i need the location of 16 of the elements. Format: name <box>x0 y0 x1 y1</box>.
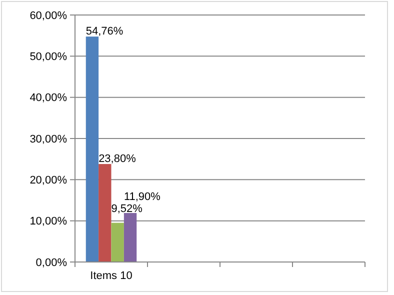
bar <box>86 36 99 262</box>
data-label: 11,90% <box>124 191 161 204</box>
bar <box>98 164 112 262</box>
y-tick-label: 20,00% <box>30 174 68 187</box>
y-tick-label: 30,00% <box>30 133 68 146</box>
data-label: 9,52% <box>111 202 143 215</box>
y-tick-label: 50,00% <box>30 51 68 64</box>
data-label: 54,76% <box>86 26 124 38</box>
data-label: 23,80% <box>98 153 136 166</box>
bar <box>111 222 124 262</box>
y-tick-label: 0,00% <box>36 256 68 269</box>
x-tick-label: Items 10 <box>90 270 132 282</box>
y-tick-label: 10,00% <box>30 216 68 228</box>
y-tick-label: 40,00% <box>30 92 68 104</box>
bar <box>124 213 137 262</box>
y-tick-label: 60,00% <box>30 10 68 22</box>
